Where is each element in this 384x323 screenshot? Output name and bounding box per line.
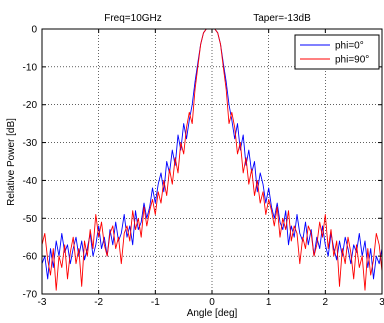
- y-tick-label: -40: [23, 176, 38, 187]
- y-tick-label: -70: [23, 290, 38, 301]
- y-tick-label: -20: [23, 100, 38, 111]
- y-tick-label: -60: [23, 252, 38, 263]
- y-tick-label: -50: [23, 214, 38, 225]
- x-tick-label: -3: [38, 297, 47, 308]
- y-tick-label: -10: [23, 62, 38, 73]
- x-tick-label: 0: [209, 297, 215, 308]
- x-axis-label: Angle [deg]: [187, 308, 238, 319]
- x-tick-label: 3: [379, 297, 384, 308]
- x-tick-label: -1: [151, 297, 160, 308]
- grid: [42, 29, 382, 294]
- y-axis-label: Relative Power [dB]: [6, 118, 17, 206]
- legend-label-phi-90: phi=90°: [335, 55, 369, 66]
- x-tick-label: -2: [94, 297, 103, 308]
- legend-label-phi-0: phi=0°: [335, 41, 364, 52]
- chart-title-left: Freq=10GHz: [104, 13, 162, 24]
- legend-box: [294, 34, 380, 70]
- y-tick-label: 0: [31, 25, 37, 36]
- legend: phi=0° phi=90°: [294, 34, 380, 70]
- ticks: -3 -2 -1 0 1 2 30-10-20-30-40-50-60-70: [23, 25, 384, 309]
- x-tick-label: 2: [323, 297, 329, 308]
- y-tick-label: -30: [23, 138, 38, 149]
- x-tick-label: 1: [266, 297, 272, 308]
- chart-title-right: Taper=-13dB: [253, 13, 311, 24]
